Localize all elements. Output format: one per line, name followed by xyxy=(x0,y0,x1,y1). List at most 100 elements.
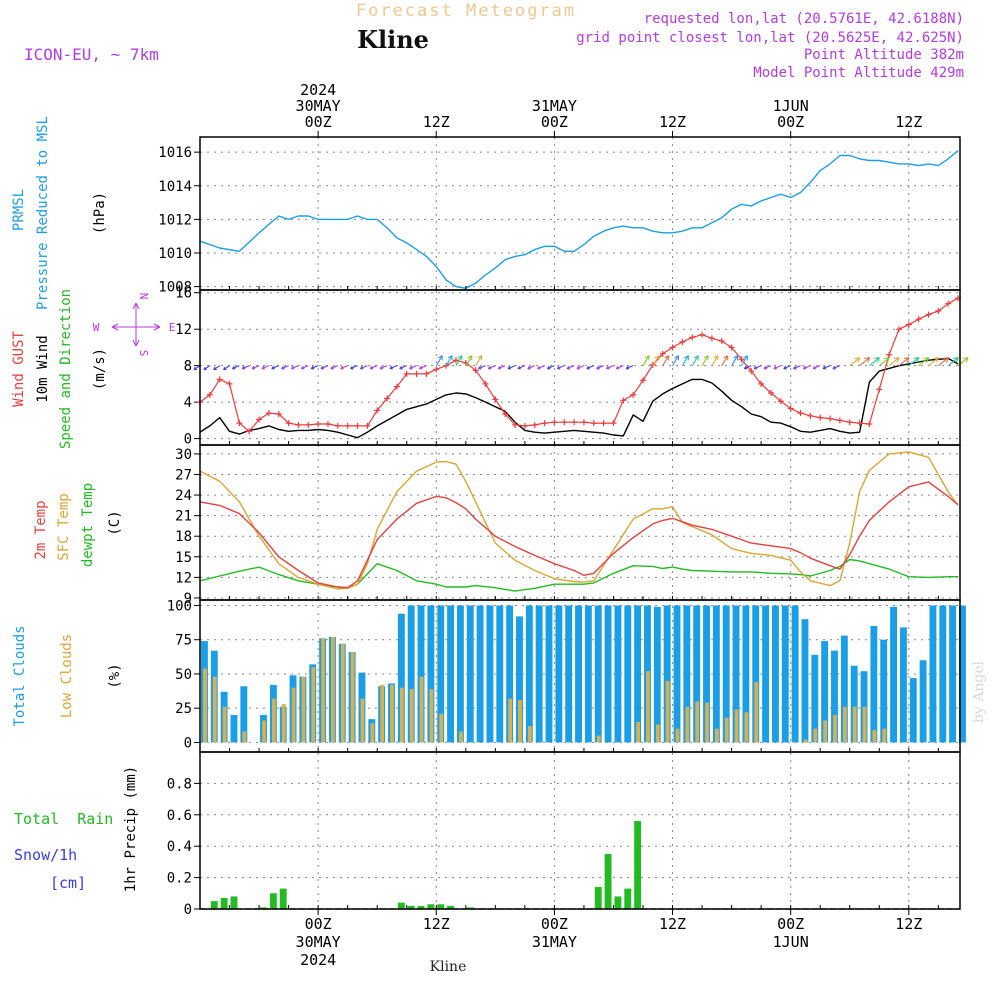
gust-marker xyxy=(236,420,243,427)
rain-bar xyxy=(447,905,455,909)
gust-marker xyxy=(315,421,322,428)
gust-marker xyxy=(344,422,351,429)
wind-arrowhead xyxy=(193,366,197,371)
model-label: ICON-EU, ~ 7km xyxy=(24,45,159,64)
wind-direction-arrow xyxy=(340,365,348,370)
wind-direction-arrow xyxy=(369,365,378,370)
total-cloud-bar xyxy=(584,605,592,743)
wind-direction-arrow xyxy=(947,357,959,367)
total-cloud-bar xyxy=(899,627,907,743)
info-model-altitude: Model Point Altitude 429m xyxy=(753,65,964,81)
gust-marker xyxy=(689,334,696,341)
wind-direction-arrow xyxy=(507,365,516,370)
bottom-time-label: 12Z xyxy=(895,915,922,933)
total-cloud-bar xyxy=(417,605,425,743)
ytick-label: 21 xyxy=(175,509,192,525)
low-cloud-bar xyxy=(852,706,857,743)
gust-marker xyxy=(521,422,528,429)
wind-direction-arrow xyxy=(740,355,748,366)
total-cloud-bar xyxy=(831,650,838,743)
wind-arrowhead xyxy=(703,355,709,361)
low-cloud-bar xyxy=(695,701,700,743)
low-cloud-bar xyxy=(813,728,818,743)
low-cloud-bar xyxy=(803,739,808,743)
wind-arrowhead xyxy=(625,365,630,370)
wind-arrowhead xyxy=(478,365,482,370)
wind-direction-arrow xyxy=(793,365,801,370)
wind-direction-arrow xyxy=(918,357,929,367)
wind-arrowhead xyxy=(389,365,393,370)
total-cloud-bar xyxy=(811,654,819,743)
gust-marker xyxy=(384,395,391,402)
wind-arrowhead xyxy=(409,365,413,370)
gust-marker xyxy=(226,380,233,387)
low-cloud-bar xyxy=(203,668,207,743)
low-cloud-bar xyxy=(399,687,404,743)
wind-direction-arrow xyxy=(281,365,289,370)
wind-gust-line xyxy=(199,297,959,432)
wind-arrowhead xyxy=(644,355,650,361)
wind-direction-arrow xyxy=(783,365,791,370)
low-cloud-bar xyxy=(882,728,887,743)
total-cloud-bar xyxy=(535,605,543,743)
gust-marker xyxy=(728,344,735,351)
wind-arrowhead xyxy=(753,365,758,370)
low-cloud-bar xyxy=(222,706,227,743)
temp-label-dewpt: dewpt Temp xyxy=(80,483,96,567)
ytick-label: 0 xyxy=(184,902,192,918)
wind-direction-arrow xyxy=(928,357,939,367)
total-cloud-bar xyxy=(240,686,248,743)
rain-bar xyxy=(427,904,435,909)
total-cloud-bar xyxy=(840,635,848,743)
wind-arrowhead xyxy=(693,355,699,361)
top-time-label: 12Z xyxy=(895,113,922,131)
wind-arrowhead xyxy=(743,365,748,370)
wind-direction-arrow xyxy=(596,365,604,370)
wind-direction-arrow xyxy=(721,355,729,366)
wind-arrowhead xyxy=(903,357,910,363)
total-cloud-bar xyxy=(919,660,927,743)
total-cloud-bar xyxy=(742,605,750,743)
low-cloud-bar xyxy=(527,725,532,743)
wind-arrowhead xyxy=(674,355,680,361)
pressure-label-unit: (hPa) xyxy=(92,192,108,234)
ytick-label: 50 xyxy=(175,667,192,683)
gust-marker xyxy=(935,307,942,314)
ytick-label: 9 xyxy=(184,591,192,607)
wind-direction-arrow xyxy=(662,355,670,366)
temp-label-sfc: SFC Temp xyxy=(56,493,72,560)
compass-north: N xyxy=(137,293,150,300)
wind-arrowhead xyxy=(320,365,325,370)
wind-direction-arrow xyxy=(478,365,486,370)
gust-marker xyxy=(846,419,853,426)
cloud-label-unit: (%) xyxy=(107,663,123,688)
low-cloud-bar xyxy=(321,638,325,743)
total-cloud-bar xyxy=(516,616,523,743)
gust-marker xyxy=(886,351,893,358)
total-cloud-bar xyxy=(693,605,701,743)
total-cloud-bar xyxy=(634,605,642,743)
gust-marker xyxy=(265,410,272,417)
wind-direction-arrow xyxy=(557,365,565,370)
wind-direction-arrow xyxy=(832,365,841,370)
rain-bar xyxy=(466,907,474,909)
wind-arrowhead xyxy=(340,365,344,370)
wind-arrowhead xyxy=(497,365,502,370)
total-cloud-bar xyxy=(476,605,484,743)
info-gridpoint: grid point closest lon,lat (20.5625E, 42… xyxy=(576,30,964,46)
wind-direction-arrow xyxy=(701,355,709,366)
wind-arrowhead xyxy=(547,365,551,370)
low-cloud-bar xyxy=(685,706,690,743)
rain-bar xyxy=(437,904,445,909)
compass-south: S xyxy=(137,350,150,357)
low-cloud-bar xyxy=(429,689,434,743)
ytick-label: 100 xyxy=(167,598,192,614)
low-cloud-bar xyxy=(212,676,217,743)
total-cloud-bar xyxy=(683,605,691,743)
gust-marker xyxy=(777,398,784,405)
ytick-label: 30 xyxy=(175,447,192,463)
wind-arrowhead xyxy=(615,365,620,370)
wind-direction-arrow xyxy=(878,357,890,367)
wind-arrowhead xyxy=(291,365,295,370)
